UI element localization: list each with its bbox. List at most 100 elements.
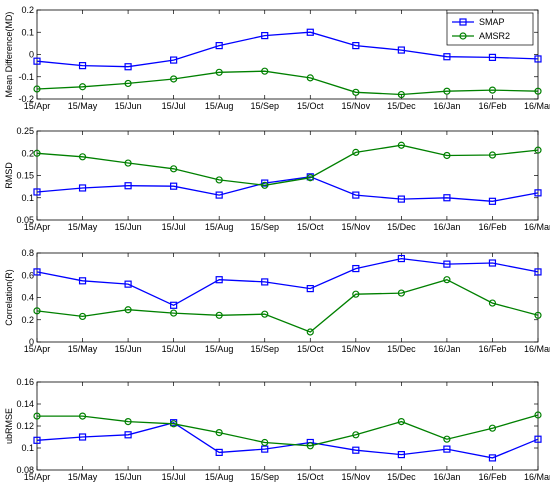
data-point-smap — [352, 446, 360, 454]
data-point-amsr2 — [215, 429, 223, 437]
data-point-amsr2 — [78, 412, 87, 420]
data-point-amsr2 — [261, 310, 269, 318]
data-point-amsr2 — [306, 174, 314, 182]
x-tick-label: 15/Dec — [387, 101, 416, 111]
data-point-smap — [488, 259, 497, 267]
y-tick-label: 0.08 — [16, 465, 34, 475]
data-point-smap — [215, 41, 223, 50]
data-point-smap — [397, 451, 405, 459]
x-tick-label: 15/Sep — [250, 344, 279, 354]
data-point-smap — [215, 191, 223, 199]
x-tick-label: 16/Mar — [524, 101, 550, 111]
x-tick-label: 15/Aug — [205, 472, 234, 482]
series-line-amsr2 — [36, 279, 539, 333]
y-tick-label: 0.2 — [21, 5, 34, 15]
y-tick-label: -0.1 — [18, 72, 34, 82]
data-point-amsr2 — [397, 418, 405, 426]
data-point-smap — [534, 55, 542, 63]
data-point-smap — [397, 254, 405, 263]
x-tick-label: 15/Nov — [342, 222, 371, 232]
x-tick-label: 15/Oct — [297, 222, 324, 232]
data-point-amsr2 — [306, 328, 314, 336]
legend-box — [446, 12, 534, 46]
data-point-smap — [534, 268, 542, 276]
y-tick-label: 0.8 — [21, 248, 34, 258]
x-tick-label: 15/Jun — [115, 101, 142, 111]
data-point-amsr2 — [397, 289, 405, 297]
y-tick-label: -0.2 — [18, 94, 34, 104]
x-tick-label: 15/Nov — [342, 472, 371, 482]
data-point-amsr2 — [306, 442, 314, 450]
data-point-amsr2 — [352, 290, 360, 298]
data-point-amsr2 — [124, 79, 132, 88]
y-tick-label: 0.14 — [16, 399, 34, 409]
data-point-amsr2 — [170, 165, 178, 173]
x-tick-label: 16/Feb — [478, 101, 506, 111]
x-tick-label: 15/May — [68, 222, 98, 232]
data-point-smap — [306, 285, 314, 293]
data-point-smap — [488, 454, 497, 462]
data-point-amsr2 — [352, 431, 360, 439]
x-tick-label: 15/May — [68, 344, 98, 354]
data-point-smap — [33, 436, 41, 444]
x-tick-label: 15/Jul — [162, 222, 186, 232]
x-tick-label: 15/Aug — [205, 344, 234, 354]
data-point-smap — [443, 260, 451, 268]
data-point-smap — [215, 448, 223, 456]
x-tick-label: 15/Oct — [297, 101, 324, 111]
data-point-amsr2 — [306, 74, 314, 82]
series-line-smap — [36, 421, 539, 459]
data-point-smap — [78, 277, 87, 285]
data-point-amsr2 — [352, 148, 360, 156]
x-tick-label: 15/Aug — [205, 222, 234, 232]
data-point-smap — [33, 268, 41, 276]
data-point-amsr2 — [78, 153, 87, 161]
data-point-smap — [488, 197, 497, 205]
x-tick-label: 15/Oct — [297, 472, 324, 482]
data-point-smap — [78, 62, 87, 70]
y-tick-label: 0.4 — [21, 293, 34, 303]
data-point-smap — [261, 278, 269, 286]
y-tick-label: 0 — [29, 50, 34, 60]
x-tick-label: 15/Nov — [342, 101, 371, 111]
data-point-smap — [488, 53, 497, 61]
x-tick-label: 16/Feb — [478, 222, 506, 232]
x-tick-label: 15/Sep — [250, 101, 279, 111]
x-tick-label: 16/Mar — [524, 222, 550, 232]
series-line-smap — [36, 257, 539, 307]
data-point-smap — [170, 182, 178, 190]
y-tick-label: 0.1 — [21, 443, 34, 453]
data-point-amsr2 — [215, 311, 223, 319]
data-point-amsr2 — [170, 420, 178, 428]
x-tick-label: 15/Nov — [342, 344, 371, 354]
data-point-amsr2 — [124, 306, 132, 314]
data-point-amsr2 — [33, 307, 41, 315]
y-tick-label: 0 — [29, 337, 34, 347]
data-point-amsr2 — [488, 424, 497, 432]
x-tick-label: 15/Oct — [297, 344, 324, 354]
y-tick-label: 0.25 — [16, 126, 34, 136]
y-tick-label: 0.15 — [16, 171, 34, 181]
data-point-smap — [261, 31, 269, 40]
legend-marker-amsr2 — [459, 32, 467, 40]
x-tick-label: 15/Aug — [205, 101, 234, 111]
data-point-smap — [33, 57, 41, 65]
x-tick-label: 16/Jan — [433, 222, 460, 232]
data-point-amsr2 — [443, 87, 451, 95]
data-point-smap — [170, 301, 178, 309]
y-tick-label: 0.2 — [21, 148, 34, 158]
x-tick-label: 15/May — [68, 101, 98, 111]
data-point-amsr2 — [397, 90, 405, 99]
y-tick-label: 0.12 — [16, 421, 34, 431]
data-point-smap — [397, 46, 405, 54]
y-axis-label: ubRMSE — [4, 408, 14, 444]
data-point-smap — [306, 28, 314, 36]
data-point-amsr2 — [215, 68, 223, 76]
data-point-amsr2 — [534, 411, 542, 419]
x-tick-label: 15/Apr — [24, 101, 51, 111]
legend-marker-smap — [459, 18, 467, 26]
x-tick-label: 16/Feb — [478, 472, 506, 482]
data-point-amsr2 — [215, 176, 223, 184]
data-point-amsr2 — [261, 181, 269, 189]
data-point-amsr2 — [124, 159, 132, 167]
